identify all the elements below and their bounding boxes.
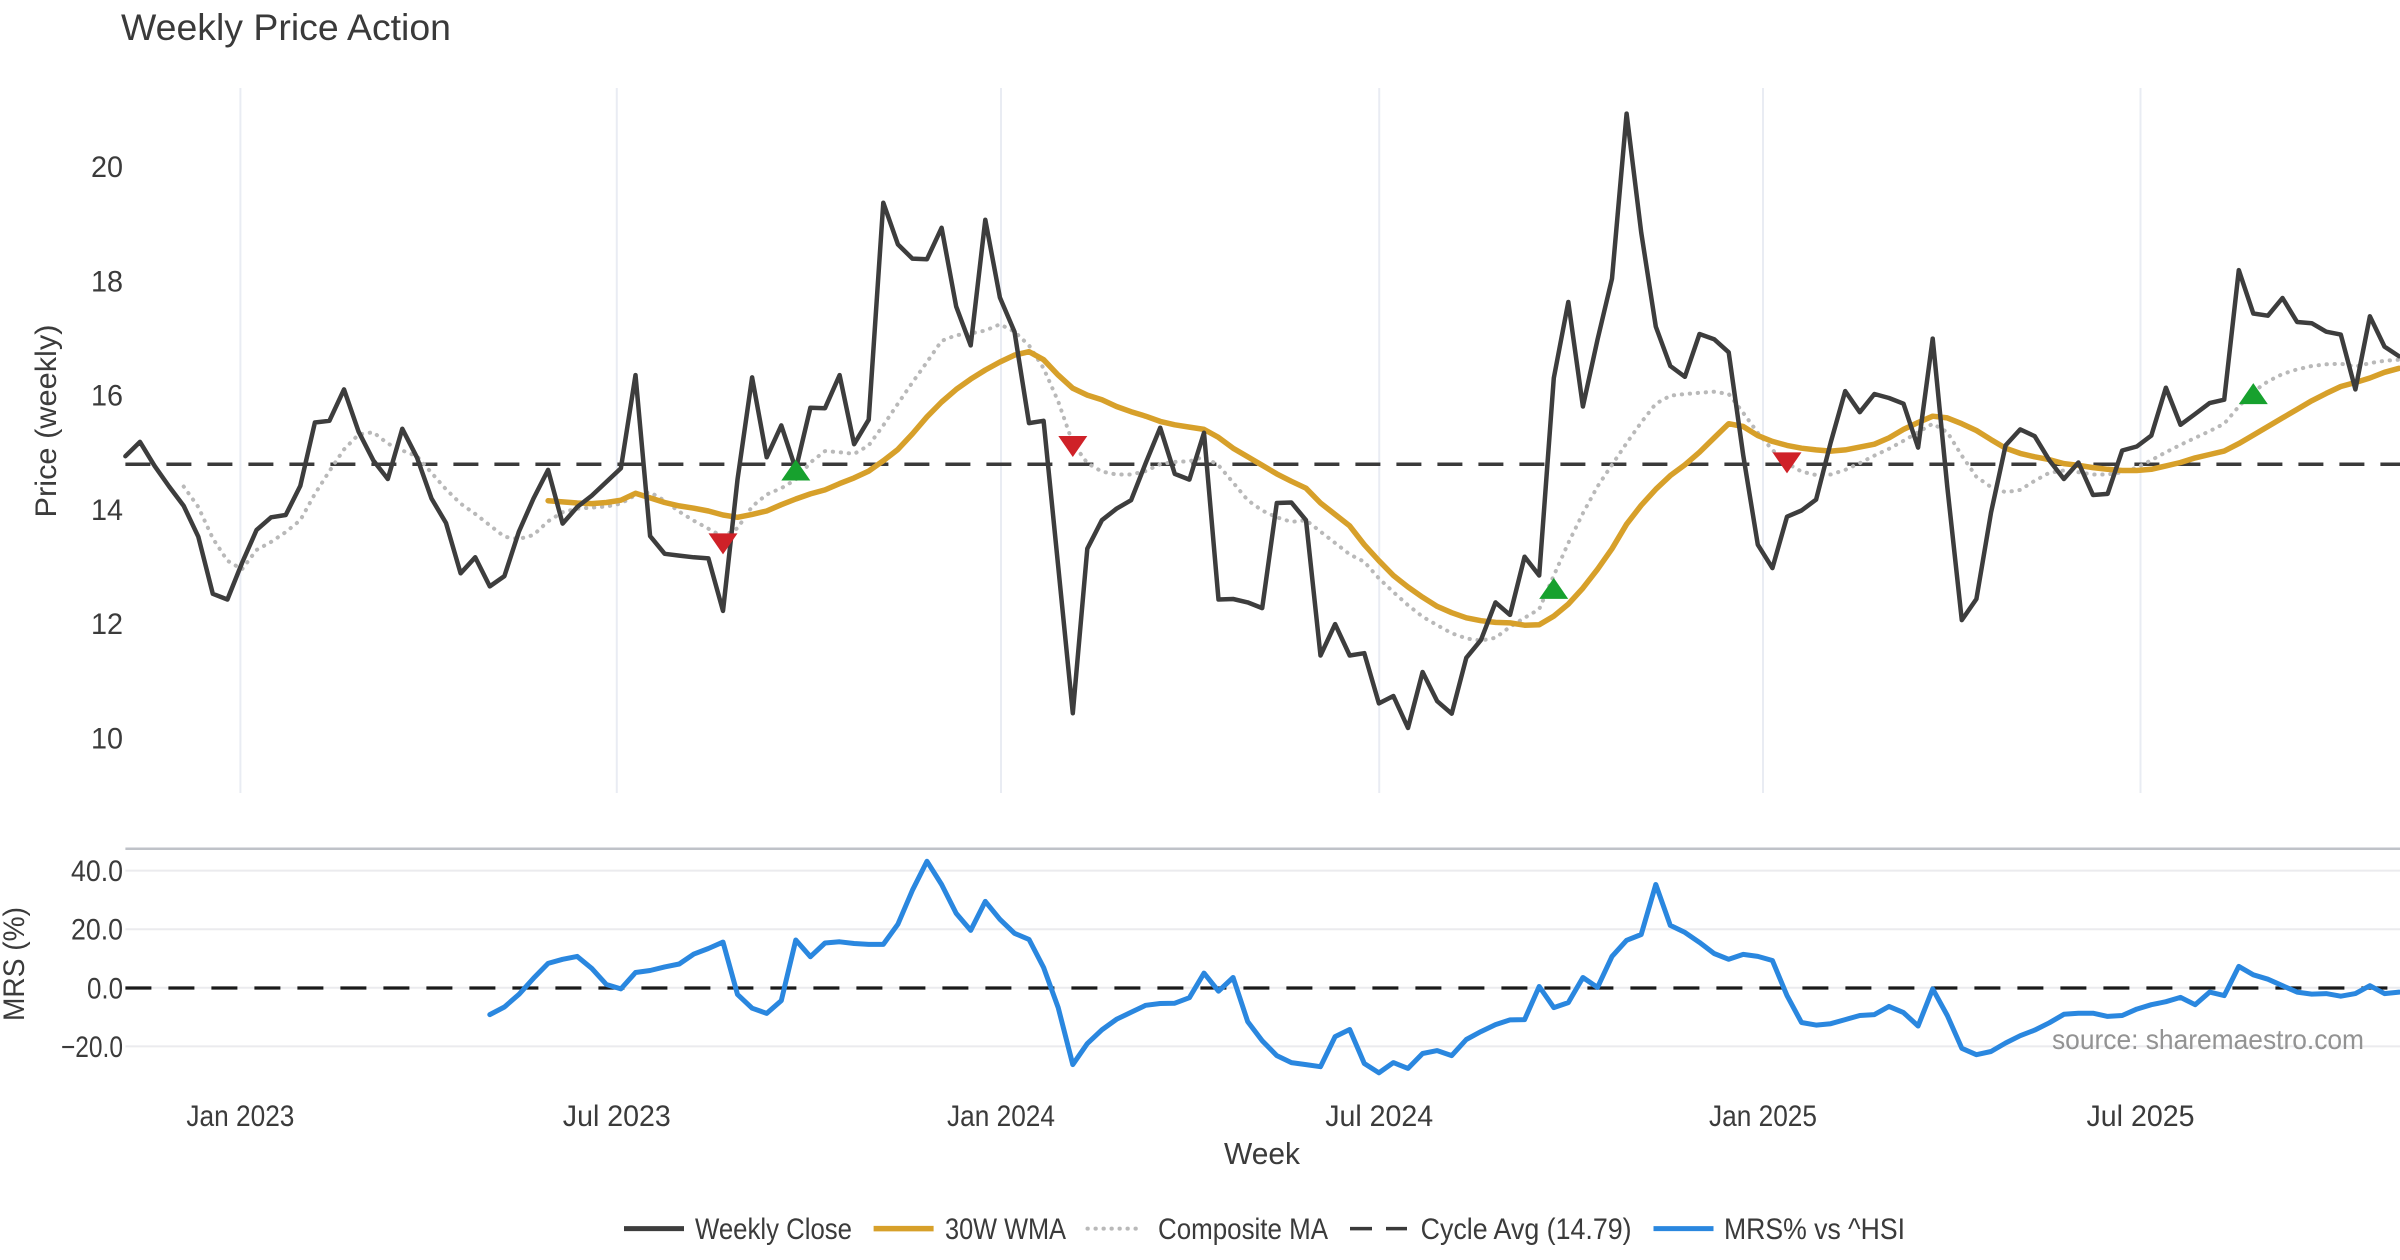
svg-text:Jul 2025: Jul 2025 [2087, 1100, 2195, 1133]
svg-text:Cycle Avg (14.79): Cycle Avg (14.79) [1421, 1213, 1632, 1246]
svg-text:Jul 2023: Jul 2023 [563, 1100, 671, 1133]
svg-text:Jul 2024: Jul 2024 [1325, 1100, 1433, 1133]
svg-text:Jan 2024: Jan 2024 [947, 1100, 1055, 1133]
svg-text:18: 18 [91, 265, 123, 298]
svg-text:source: sharemaestro.com: source: sharemaestro.com [2052, 1024, 2364, 1055]
svg-text:MRS (%): MRS (%) [0, 907, 31, 1021]
svg-text:Price (weekly): Price (weekly) [30, 325, 63, 518]
svg-text:Weekly Price Action: Weekly Price Action [121, 7, 451, 48]
svg-text:0.0: 0.0 [87, 972, 123, 1005]
svg-text:40.0: 40.0 [71, 855, 123, 888]
svg-text:Jan 2023: Jan 2023 [186, 1100, 294, 1133]
svg-text:MRS% vs ^HSI: MRS% vs ^HSI [1724, 1213, 1905, 1246]
svg-text:12: 12 [91, 608, 123, 641]
svg-text:20: 20 [91, 151, 123, 184]
svg-text:Composite MA: Composite MA [1158, 1213, 1328, 1246]
svg-text:10: 10 [91, 722, 123, 755]
svg-text:−20.0: −20.0 [61, 1031, 123, 1064]
svg-text:Week: Week [1224, 1136, 1300, 1171]
svg-text:20.0: 20.0 [71, 914, 123, 947]
svg-text:Weekly Close: Weekly Close [695, 1213, 852, 1246]
svg-text:16: 16 [91, 380, 123, 413]
svg-text:30W WMA: 30W WMA [945, 1213, 1066, 1246]
svg-text:Jan 2025: Jan 2025 [1709, 1100, 1817, 1133]
svg-text:14: 14 [91, 494, 123, 527]
